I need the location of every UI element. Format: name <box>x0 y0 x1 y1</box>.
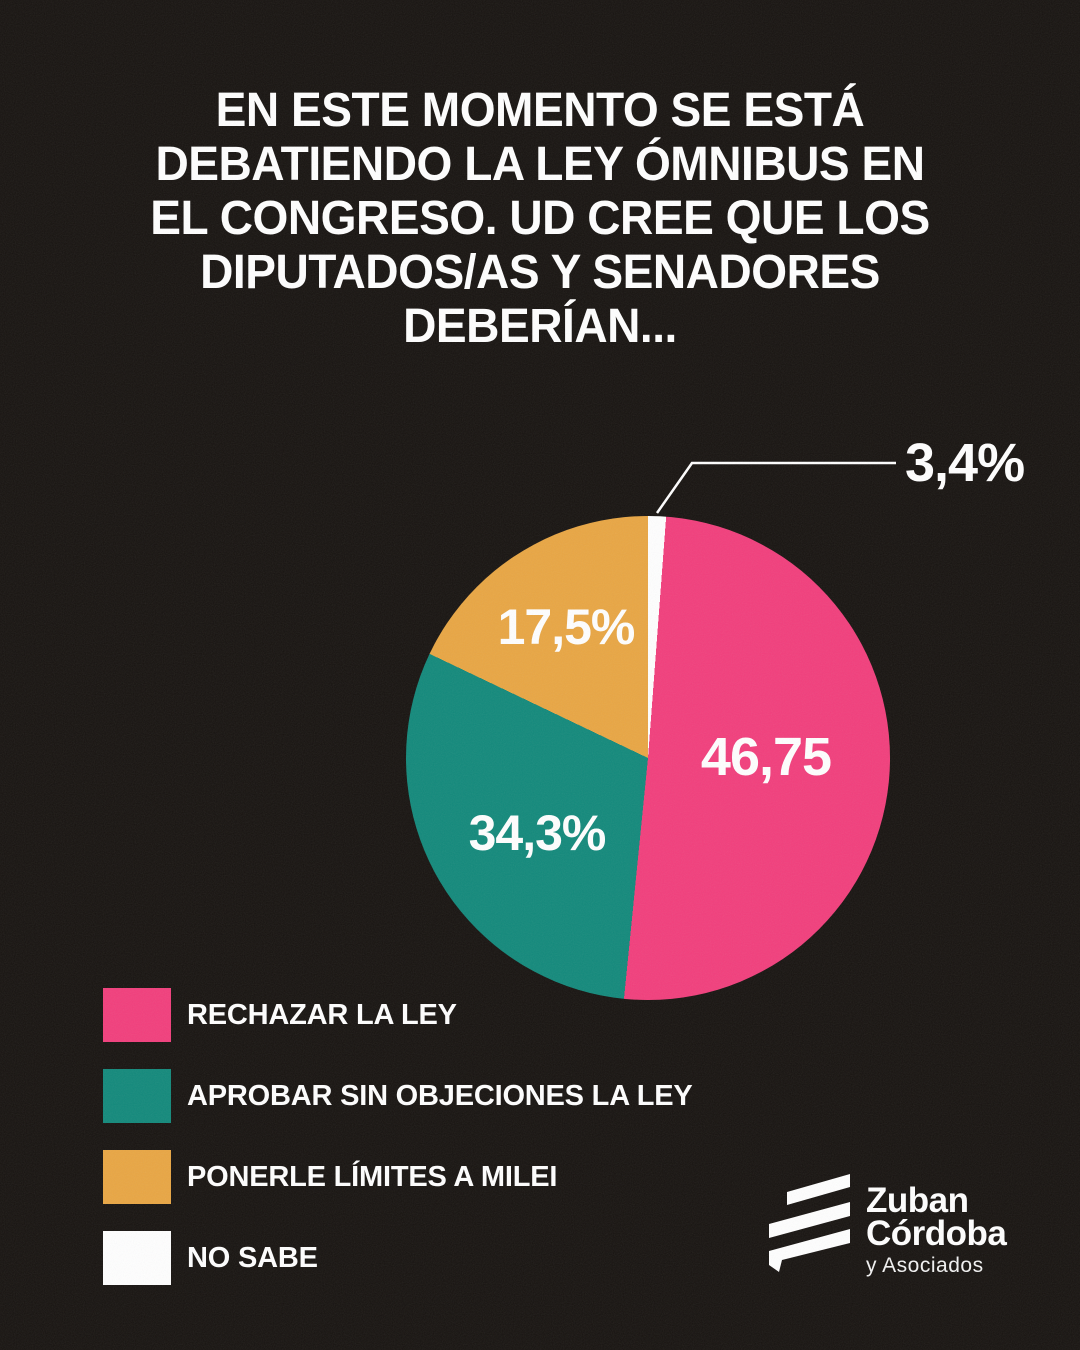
pie-value-rechazar: 46,75 <box>700 727 832 787</box>
logo-line-cordoba: Córdoba <box>866 1214 1007 1253</box>
legend: RECHAZAR LA LEY APROBAR SIN OBJECIONES L… <box>103 988 693 1285</box>
pie-value-no-sabe: 3,4% <box>905 433 1025 493</box>
legend-swatch-aprobar <box>103 1069 171 1123</box>
legend-item-aprobar: APROBAR SIN OBJECIONES LA LEY <box>103 1069 693 1123</box>
zuban-cordoba-logo: Zuban Córdoba y Asociados <box>768 1172 1007 1277</box>
pie-value-aprobar: 34,3% <box>468 805 607 861</box>
logo-mark-icon <box>769 1174 850 1272</box>
legend-label-aprobar: APROBAR SIN OBJECIONES LA LEY <box>187 1079 693 1112</box>
logo-line-zuban: Zuban <box>866 1181 969 1220</box>
legend-item-ponerle: PONERLE LÍMITES A MILEI <box>103 1150 693 1204</box>
legend-item-no-sabe: NO SABE <box>103 1231 693 1285</box>
legend-swatch-rechazar <box>103 988 171 1042</box>
logo-text: Zuban Córdoba y Asociados <box>866 1181 1007 1277</box>
pie-value-ponerle: 17,5% <box>497 599 636 655</box>
legend-label-no-sabe: NO SABE <box>187 1241 318 1274</box>
legend-label-rechazar: RECHAZAR LA LEY <box>187 998 457 1031</box>
legend-swatch-ponerle <box>103 1150 171 1204</box>
legend-item-rechazar: RECHAZAR LA LEY <box>103 988 693 1042</box>
chart-title: EN ESTE MOMENTO SE ESTÁ DEBATIENDO LA LE… <box>150 84 930 353</box>
legend-swatch-no-sabe <box>103 1231 171 1285</box>
logo-line-asociados: y Asociados <box>866 1254 984 1277</box>
legend-label-ponerle: PONERLE LÍMITES A MILEI <box>187 1160 558 1193</box>
